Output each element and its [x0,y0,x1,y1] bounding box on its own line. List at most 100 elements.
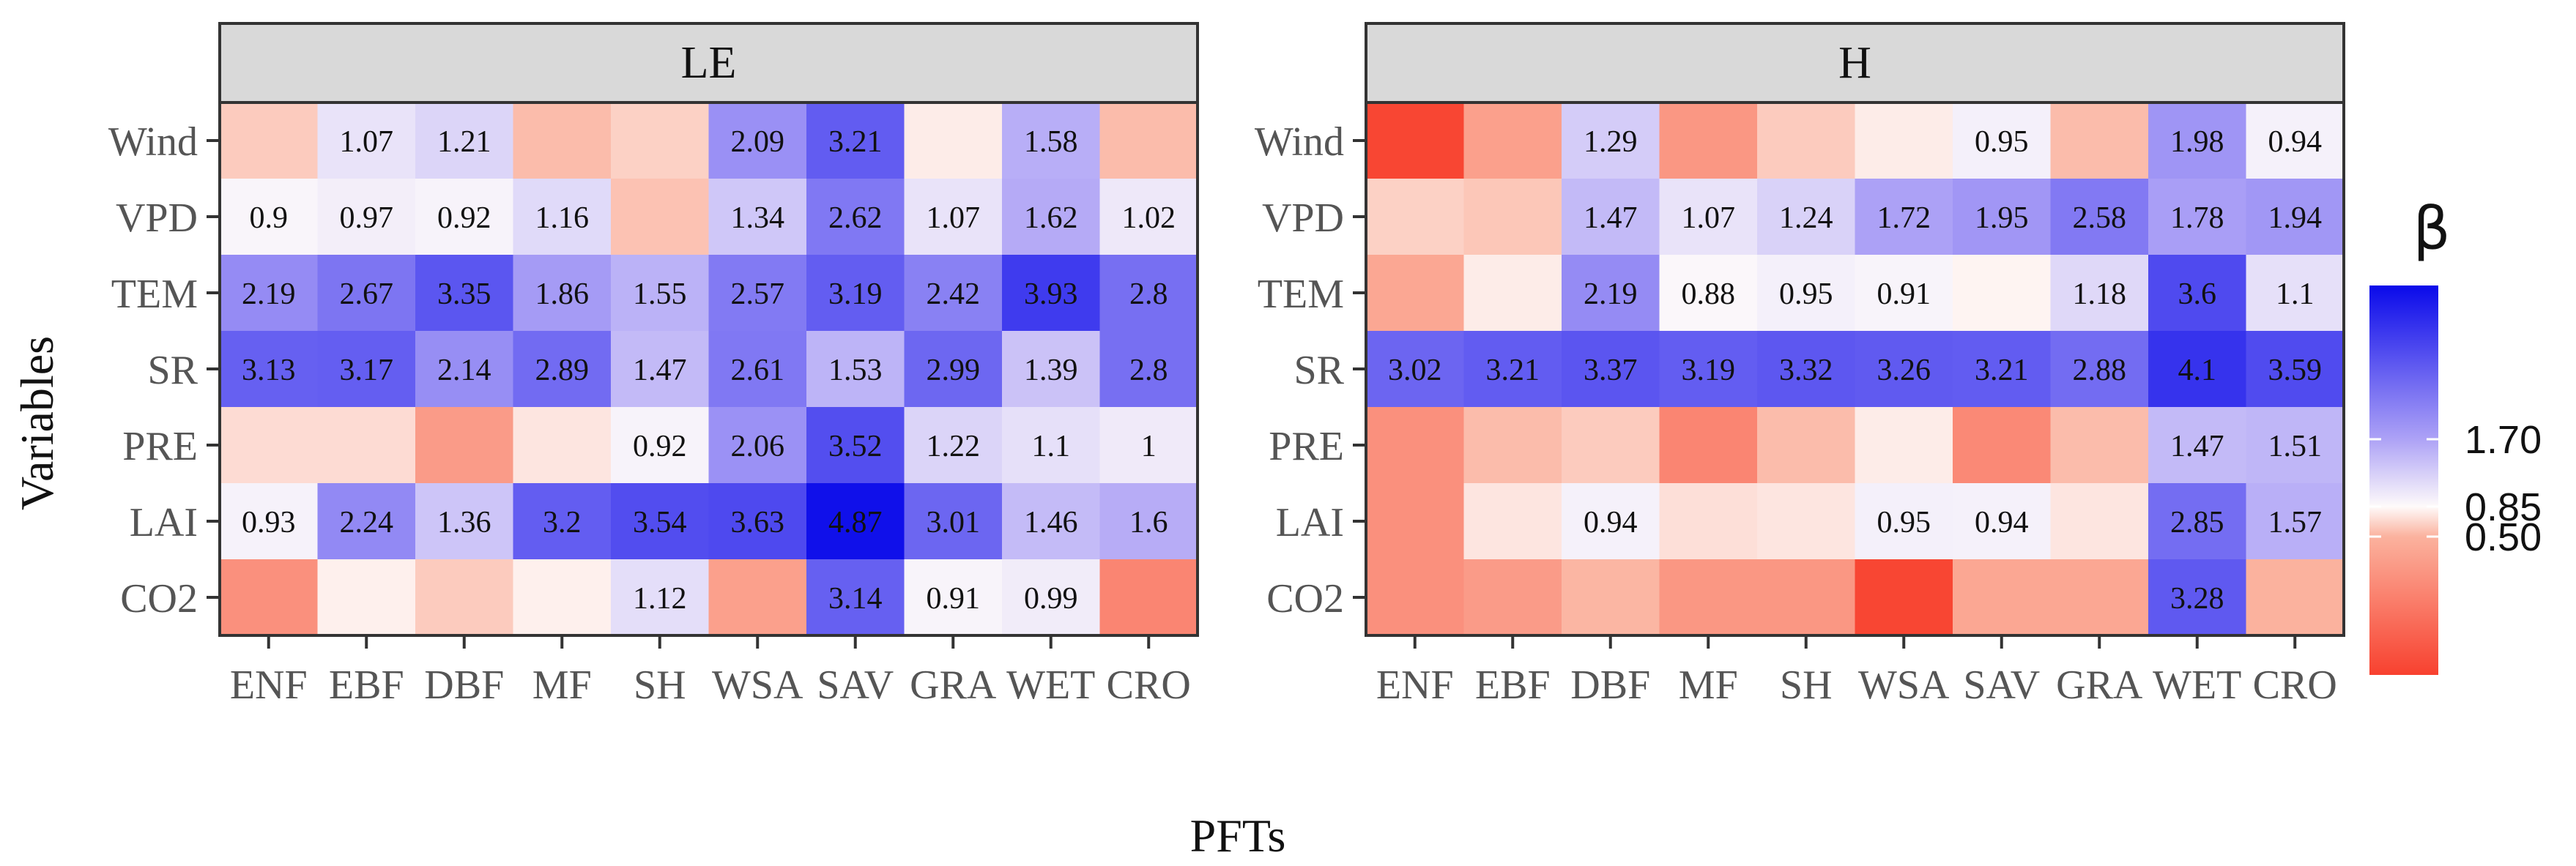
cell-value-label: 1.29 [1584,125,1638,159]
cell-value-label: 2.06 [731,430,785,463]
cell-value-label: 1.34 [731,201,785,235]
heatmap-cell [1366,407,1465,484]
y-tick-label: PRE [1269,424,1344,469]
cell-value-label: 0.93 [242,506,296,540]
heatmap-cell [611,255,710,332]
legend-tick-label: 1.70 [2465,418,2542,462]
heatmap-cell [1099,483,1198,560]
cell-value-label: 3.32 [1779,354,1833,387]
x-tick-label: SH [634,662,686,708]
heatmap-cell [2246,407,2345,484]
heatmap-cell [1562,483,1660,560]
heatmap-cell [904,407,1003,484]
cell-value-label: 1.22 [927,430,981,463]
heatmap-cell [611,179,710,255]
cell-value-label: 3.52 [828,430,883,463]
cell-value-label: 1.55 [633,277,687,311]
y-tick-label: TEM [1258,272,1344,317]
cell-value-label: 1.36 [437,506,491,540]
cell-value-label: 3.93 [1024,277,1078,311]
heatmap-cell [1463,102,1562,179]
heatmap-cell [2050,407,2149,484]
heatmap-cell [513,483,612,560]
cell-value-label: 2.88 [2073,354,2127,387]
heatmap-cell [2148,331,2247,408]
heatmap-cell [1463,483,1562,560]
heatmap-cell [2246,255,2345,332]
facet-strip-label: LE [681,38,737,88]
heatmap-cell [806,559,905,636]
cell-value-label: 0.97 [340,201,394,235]
y-tick-label: VPD [1262,195,1344,241]
heatmap-cell [708,483,807,560]
cell-value-label: 3.21 [828,125,883,159]
x-tick-label: DBF [1570,662,1650,708]
heatmap-cell [415,331,514,408]
cell-value-label: 2.19 [242,277,296,311]
cell-value-label: 1.98 [2170,125,2224,159]
heatmap-cell [1366,559,1465,636]
heatmap-cell [1855,559,1953,636]
cell-value-label: 3.63 [731,506,785,540]
heatmap-cell [2246,102,2345,179]
heatmap-cell [1562,179,1660,255]
heatmap-cell [1855,407,1953,484]
heatmap-cell [415,559,514,636]
heatmap-cell [904,331,1003,408]
cell-value-label: 2.85 [2170,506,2224,540]
heatmap-cell [1659,407,1758,484]
cell-value-label: 3.26 [1877,354,1931,387]
x-tick-label: WSA [1858,662,1950,708]
cell-value-label: 3.17 [340,354,394,387]
heatmap-cell [220,255,319,332]
heatmap-cell [1757,407,1856,484]
heatmap-cell [1463,407,1562,484]
cell-value-label: 0.95 [1975,125,2029,159]
heatmap-cell [1562,102,1660,179]
heatmap-cell [708,407,807,484]
cell-value-label: 1.94 [2268,201,2323,235]
heatmap-cell [1953,102,2052,179]
heatmap-cell [611,331,710,408]
cell-value-label: 0.99 [1024,582,1078,616]
heatmap-cell [1757,102,1856,179]
heatmap-cell [1855,179,1953,255]
heatmap-cell [1953,559,2052,636]
heatmap-cell [1953,483,2052,560]
heatmap-cell [220,179,319,255]
heatmap-cell [1757,179,1856,255]
y-tick-label: SR [148,348,198,393]
cell-value-label: 2.24 [340,506,394,540]
facet-strip [218,22,1199,104]
heatmap-cell [1463,179,1562,255]
heatmap-cell [1366,331,1465,408]
cell-value-label: 2.99 [927,354,981,387]
heatmap-cell [1757,331,1856,408]
heatmap-cell [708,331,807,408]
heatmap-cell [317,331,416,408]
panel-le: LE1.07 1.21 2.09 3.21 1.580.9 0.97 0.92 1.16 1.3… [108,22,1199,708]
heatmap-cell [1002,255,1101,332]
heatmap-cell [2050,331,2149,408]
cell-value-label: 1.1 [2276,277,2315,311]
cell-value-label: 3.02 [1388,354,1442,387]
heatmap-cell [2050,102,2149,179]
heatmap-cell [513,102,612,179]
color-legend: β 1.70 0.850.50 [2369,195,2542,675]
y-tick-label: LAI [130,500,198,545]
cell-value-label: 1.86 [535,277,590,311]
heatmap-cell [1659,255,1758,332]
x-tick-label: CRO [2253,662,2337,708]
facet-strip [1365,22,2345,104]
heatmap-cell [1757,483,1856,560]
x-tick-label: WET [1006,662,1095,708]
heatmap-cell [513,331,612,408]
heatmap-cell [1099,331,1198,408]
cell-value-label: 2.14 [437,354,491,387]
heatmap-cell [1757,255,1856,332]
heatmap-cell [220,559,319,636]
cell-value-label: 1.51 [2268,430,2323,463]
cell-value-label: 0.95 [1779,277,1833,311]
heatmap-cell [611,102,710,179]
x-tick-label: MF [532,662,592,708]
